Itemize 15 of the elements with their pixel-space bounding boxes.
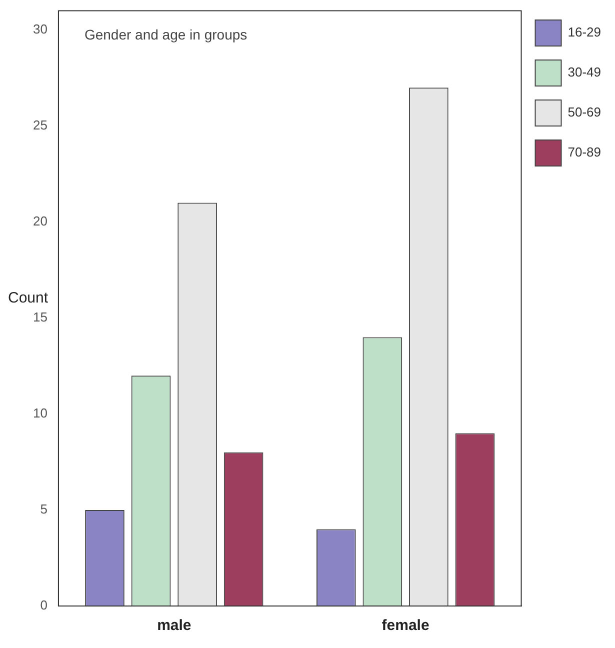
y-tick-label: 0 bbox=[40, 598, 48, 613]
legend-label: 70-89 bbox=[568, 144, 601, 160]
y-tick-label: 20 bbox=[32, 214, 48, 229]
text: Gender and age in groups bbox=[84, 26, 248, 43]
y-tick-label: 30 bbox=[32, 22, 48, 37]
legend-label: 30-49 bbox=[568, 64, 601, 80]
x-tick-label: male bbox=[157, 617, 192, 634]
y-tick-label: 5 bbox=[40, 502, 48, 517]
legend-label: 16-29 bbox=[568, 24, 601, 40]
y-axis-title: Count bbox=[8, 290, 49, 307]
y-tick-label: 10 bbox=[32, 406, 48, 421]
legend-label: 50-69 bbox=[568, 104, 601, 120]
x-tick-label: female bbox=[382, 617, 430, 634]
y-tick-label: 25 bbox=[32, 118, 48, 133]
y-tick-label: 15 bbox=[32, 310, 48, 325]
